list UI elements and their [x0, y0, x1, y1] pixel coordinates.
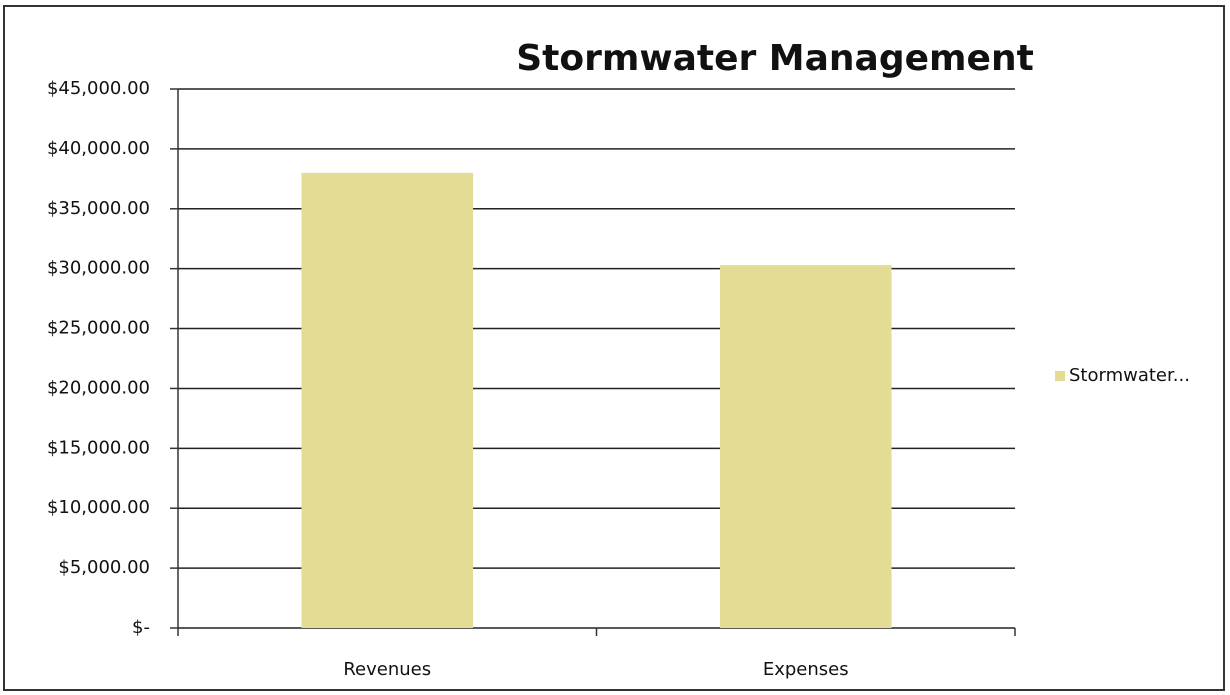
y-tick-label: $30,000.00	[47, 258, 150, 279]
chart-border	[3, 5, 1225, 691]
bar	[719, 265, 892, 628]
y-tick-label: $45,000.00	[47, 78, 150, 99]
x-tick-label: Expenses	[763, 659, 849, 680]
legend-swatch	[1055, 371, 1065, 381]
y-tick-label: $10,000.00	[47, 497, 150, 518]
y-tick-label: $15,000.00	[47, 437, 150, 458]
y-tick-label: $20,000.00	[47, 377, 150, 398]
bar	[301, 172, 474, 628]
y-tick-label: $40,000.00	[47, 138, 150, 159]
y-tick-label: $5,000.00	[58, 557, 150, 578]
legend-label: Stormwater...	[1069, 365, 1190, 386]
x-tick-label: Revenues	[343, 659, 431, 680]
chart-title: Stormwater Management	[516, 38, 1034, 79]
y-tick-label: $25,000.00	[47, 318, 150, 339]
y-tick-label: $35,000.00	[47, 198, 150, 219]
y-tick-label: $-	[132, 617, 150, 638]
